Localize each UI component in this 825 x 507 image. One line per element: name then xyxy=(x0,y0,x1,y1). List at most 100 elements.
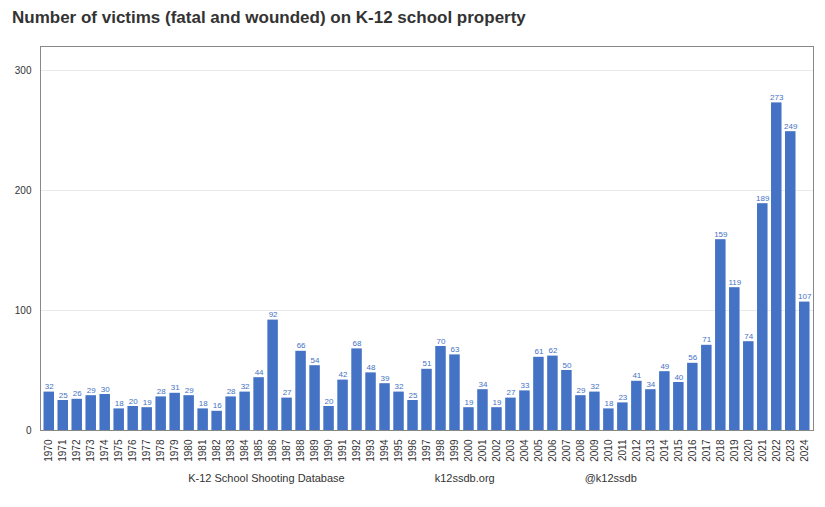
svg-text:31: 31 xyxy=(171,383,180,392)
svg-text:29: 29 xyxy=(87,386,96,395)
svg-text:66: 66 xyxy=(297,341,306,350)
svg-text:18: 18 xyxy=(604,399,613,408)
svg-text:1981: 1981 xyxy=(197,439,208,462)
svg-text:1996: 1996 xyxy=(407,439,418,462)
svg-text:74: 74 xyxy=(744,332,753,341)
svg-text:1993: 1993 xyxy=(365,439,376,462)
svg-text:2007: 2007 xyxy=(561,439,572,462)
svg-text:18: 18 xyxy=(199,399,208,408)
svg-text:2001: 2001 xyxy=(477,439,488,462)
svg-text:1987: 1987 xyxy=(281,439,292,462)
svg-text:2011: 2011 xyxy=(617,439,628,461)
svg-text:2012: 2012 xyxy=(631,439,642,462)
svg-text:2010: 2010 xyxy=(603,439,614,462)
svg-text:1971: 1971 xyxy=(57,439,68,462)
svg-text:2000: 2000 xyxy=(463,439,474,462)
svg-text:28: 28 xyxy=(157,387,166,396)
svg-text:30: 30 xyxy=(101,385,110,394)
svg-text:18: 18 xyxy=(115,399,124,408)
svg-text:68: 68 xyxy=(353,339,362,348)
svg-text:28: 28 xyxy=(227,387,236,396)
svg-text:54: 54 xyxy=(311,356,320,365)
svg-text:32: 32 xyxy=(241,382,250,391)
svg-text:71: 71 xyxy=(702,335,711,344)
svg-text:33: 33 xyxy=(520,381,529,390)
svg-text:1970: 1970 xyxy=(43,439,54,462)
svg-text:1978: 1978 xyxy=(155,439,166,462)
svg-text:49: 49 xyxy=(660,362,669,371)
svg-text:1994: 1994 xyxy=(379,439,390,462)
svg-text:2017: 2017 xyxy=(701,439,712,462)
svg-text:2003: 2003 xyxy=(505,439,516,462)
svg-text:1989: 1989 xyxy=(309,439,320,462)
svg-text:42: 42 xyxy=(339,370,348,379)
svg-text:29: 29 xyxy=(185,386,194,395)
svg-text:19: 19 xyxy=(493,398,502,407)
svg-text:2006: 2006 xyxy=(547,439,558,462)
svg-text:2002: 2002 xyxy=(491,439,502,462)
svg-text:1992: 1992 xyxy=(351,439,362,462)
svg-text:27: 27 xyxy=(506,388,515,397)
svg-text:61: 61 xyxy=(534,347,543,356)
svg-text:92: 92 xyxy=(269,310,278,319)
svg-text:1975: 1975 xyxy=(113,439,124,462)
svg-text:100: 100 xyxy=(15,305,32,316)
svg-text:0: 0 xyxy=(26,425,32,436)
svg-text:159: 159 xyxy=(714,230,728,239)
svg-text:32: 32 xyxy=(45,382,54,391)
svg-text:23: 23 xyxy=(618,393,627,402)
svg-text:51: 51 xyxy=(423,359,432,368)
svg-text:1974: 1974 xyxy=(99,439,110,462)
svg-text:1999: 1999 xyxy=(449,439,460,462)
svg-text:2008: 2008 xyxy=(575,439,586,462)
svg-text:2009: 2009 xyxy=(589,439,600,462)
svg-text:40: 40 xyxy=(674,373,683,382)
svg-text:2022: 2022 xyxy=(771,439,782,462)
svg-text:2013: 2013 xyxy=(645,439,656,462)
svg-text:1991: 1991 xyxy=(337,439,348,462)
svg-text:2005: 2005 xyxy=(533,439,544,462)
svg-text:48: 48 xyxy=(367,363,376,372)
svg-text:39: 39 xyxy=(381,374,390,383)
svg-text:16: 16 xyxy=(213,401,222,410)
svg-text:1995: 1995 xyxy=(393,439,404,462)
svg-text:26: 26 xyxy=(73,389,82,398)
svg-text:20: 20 xyxy=(325,397,334,406)
svg-text:1985: 1985 xyxy=(253,439,264,462)
svg-text:2018: 2018 xyxy=(715,439,726,462)
svg-text:2020: 2020 xyxy=(743,439,754,462)
svg-text:25: 25 xyxy=(59,391,68,400)
svg-text:50: 50 xyxy=(562,361,571,370)
svg-text:1983: 1983 xyxy=(225,439,236,462)
svg-text:41: 41 xyxy=(632,371,641,380)
svg-text:25: 25 xyxy=(409,391,418,400)
svg-text:273: 273 xyxy=(770,93,784,102)
svg-text:20: 20 xyxy=(129,397,138,406)
svg-text:1997: 1997 xyxy=(421,439,432,462)
svg-text:249: 249 xyxy=(784,122,798,131)
svg-text:29: 29 xyxy=(576,386,585,395)
svg-text:1977: 1977 xyxy=(141,439,152,462)
svg-text:63: 63 xyxy=(451,345,460,354)
svg-text:32: 32 xyxy=(395,382,404,391)
svg-text:189: 189 xyxy=(756,194,770,203)
svg-text:70: 70 xyxy=(437,337,446,346)
svg-text:34: 34 xyxy=(479,380,488,389)
svg-text:44: 44 xyxy=(255,368,264,377)
svg-text:1979: 1979 xyxy=(169,439,180,462)
svg-text:300: 300 xyxy=(15,65,32,76)
svg-text:19: 19 xyxy=(143,398,152,407)
svg-text:2019: 2019 xyxy=(729,439,740,462)
svg-text:19: 19 xyxy=(465,398,474,407)
svg-text:2021: 2021 xyxy=(757,439,768,462)
svg-text:1973: 1973 xyxy=(85,439,96,462)
svg-text:107: 107 xyxy=(798,292,812,301)
svg-text:32: 32 xyxy=(590,382,599,391)
svg-text:2016: 2016 xyxy=(687,439,698,462)
svg-text:2014: 2014 xyxy=(659,439,670,462)
svg-text:27: 27 xyxy=(283,388,292,397)
svg-text:56: 56 xyxy=(688,353,697,362)
svg-text:1998: 1998 xyxy=(435,439,446,462)
svg-text:2024: 2024 xyxy=(799,439,810,462)
svg-text:2004: 2004 xyxy=(519,439,530,462)
